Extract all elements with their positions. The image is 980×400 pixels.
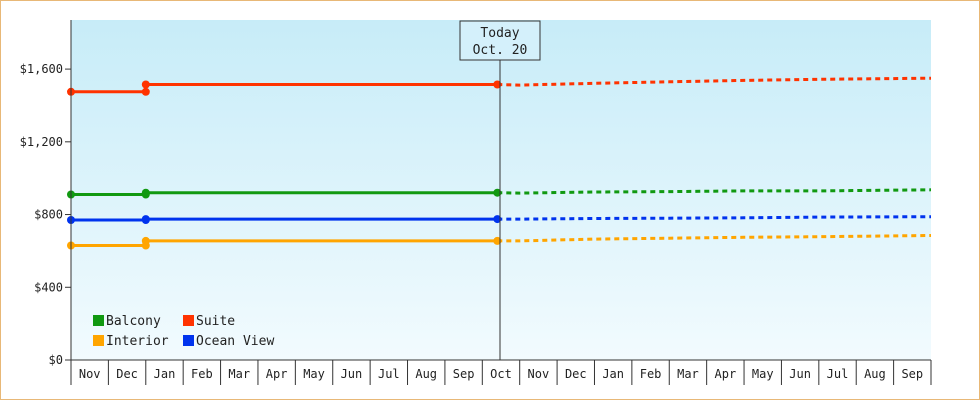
x-tick-label-19: Jun — [789, 367, 811, 381]
series-ocean-view-line — [71, 217, 498, 222]
legend-swatch-ocean-view — [183, 335, 194, 346]
x-tick-label-7: Jun — [341, 367, 363, 381]
x-tick-label-11: Oct — [490, 367, 512, 381]
today-date: Oct. 20 — [473, 43, 528, 58]
x-tick-label-5: Apr — [266, 367, 288, 381]
today-box — [459, 20, 541, 61]
legend-swatch-interior — [93, 335, 104, 346]
series-balcony-point-3 — [493, 188, 502, 197]
series-suite-point-2 — [141, 80, 150, 89]
series-balcony-point-2 — [141, 188, 150, 197]
legend-swatch-suite — [183, 315, 194, 326]
series-ocean-view-point-2 — [141, 215, 150, 224]
x-tick-label-1: Dec — [116, 367, 138, 381]
x-tick-label-0: Nov — [79, 367, 101, 381]
plot-background — [71, 20, 931, 360]
series-suite-forecast — [497, 76, 932, 87]
y-tick-label-3: $1,200 — [20, 135, 63, 149]
x-tick-label-18: May — [752, 367, 774, 381]
x-tick-label-4: Mar — [228, 367, 250, 381]
series-ocean-view-forecast — [497, 215, 932, 221]
x-tick-label-13: Dec — [565, 367, 587, 381]
today-marker: Today Oct. 20 — [459, 20, 541, 360]
x-tick-label-21: Aug — [864, 367, 886, 381]
legend-label-interior: Interior — [106, 334, 169, 349]
series-suite-point-1 — [141, 87, 150, 96]
x-tick-label-2: Jan — [154, 367, 176, 381]
legend-swatch-balcony — [93, 315, 104, 326]
x-tick-label-22: Sep — [901, 367, 923, 381]
series-interior-point-3 — [493, 236, 502, 245]
axes — [70, 20, 931, 361]
series-balcony-forecast — [497, 188, 932, 195]
legend-label-balcony: Balcony — [106, 314, 161, 329]
y-tick-label-4: $1,600 — [20, 62, 63, 76]
x-tick-label-9: Aug — [415, 367, 437, 381]
y-tick-label-1: $400 — [34, 280, 63, 294]
y-ticks: $0 $400 $800 $1,200 $1,600 — [20, 62, 71, 367]
series-ocean-view-point-3 — [493, 215, 502, 224]
x-tick-label-17: Apr — [715, 367, 737, 381]
legend: Balcony Suite Interior Ocean View — [93, 314, 274, 349]
today-label: Today — [480, 26, 519, 41]
series-suite-point-3 — [493, 80, 502, 89]
y-tick-label-2: $800 — [34, 208, 63, 222]
series-interior-point-2 — [141, 236, 150, 245]
series-interior-forecast — [497, 234, 932, 243]
legend-label-suite: Suite — [196, 314, 235, 329]
x-tick-label-12: Nov — [528, 367, 550, 381]
x-tick-label-3: Feb — [191, 367, 213, 381]
x-tick-label-16: Mar — [677, 367, 699, 381]
x-tick-label-20: Jul — [827, 367, 849, 381]
x-tick-label-6: May — [303, 367, 325, 381]
legend-label-ocean-view: Ocean View — [196, 334, 274, 349]
x-tick-label-15: Feb — [640, 367, 662, 381]
y-tick-label-0: $0 — [49, 353, 63, 367]
x-tick-label-8: Jul — [378, 367, 400, 381]
x-tick-label-10: Sep — [453, 367, 475, 381]
x-ticks: Nov Dec Jan Feb Mar Apr May Jun Jul Aug Sep Oct Nov D… — [70, 360, 932, 385]
x-tick-label-14: Jan — [602, 367, 624, 381]
